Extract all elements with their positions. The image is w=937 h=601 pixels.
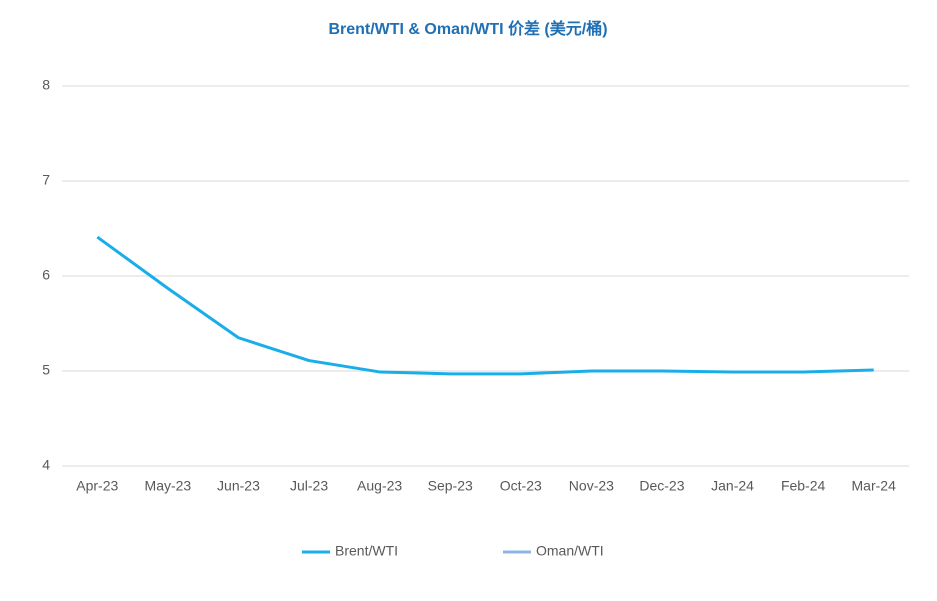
x-tick-label: Jan-24 [711,478,754,494]
legend-label: Oman/WTI [536,543,604,559]
x-tick-label: Nov-23 [569,478,614,494]
series-line [96,235,874,376]
x-tick-label: May-23 [145,478,192,494]
y-tick-label: 7 [42,172,50,188]
y-tick-label: 8 [42,77,50,93]
x-tick-label: Jul-23 [290,478,328,494]
x-tick-label: Dec-23 [639,478,684,494]
x-tick-label: Sep-23 [428,478,473,494]
x-tick-label: Feb-24 [781,478,826,494]
x-tick-label: Apr-23 [76,478,118,494]
x-tick-label: Oct-23 [500,478,542,494]
chart-title: Brent/WTI & Oman/WTI 价差 (美元/桶) [328,19,607,38]
x-tick-label: Jun-23 [217,478,260,494]
y-tick-label: 6 [42,267,50,283]
x-tick-label: Mar-24 [852,478,897,494]
y-tick-label: 5 [42,362,50,378]
x-tick-label: Aug-23 [357,478,402,494]
y-tick-label: 4 [42,457,50,473]
legend-label: Brent/WTI [335,543,398,559]
